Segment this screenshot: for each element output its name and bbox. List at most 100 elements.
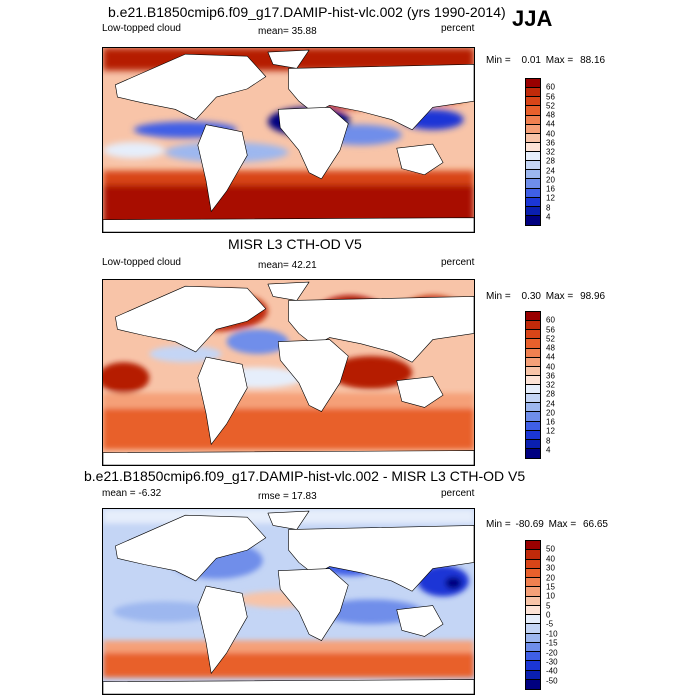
- colorbar-swatch: [526, 142, 540, 152]
- colorbar-swatch: [526, 88, 540, 98]
- panel3-rmse-label: rmse = 17.83: [258, 491, 317, 502]
- colorbar-swatch: [526, 394, 540, 404]
- season-label: JJA: [512, 6, 553, 31]
- australia-shape: [396, 143, 444, 176]
- panel2-title: MISR L3 CTH-OD V5: [228, 236, 362, 252]
- panel3-min-label: Min =: [486, 519, 511, 530]
- colorbar-swatch: [526, 179, 540, 189]
- colorbar-swatch: [526, 403, 540, 413]
- colorbar-tick-label: 52: [546, 101, 555, 111]
- colorbar-tick-label: -30: [546, 657, 558, 667]
- colorbar-swatch: [526, 448, 540, 458]
- panel1-units: percent: [441, 23, 475, 34]
- colorbar-swatch: [526, 633, 540, 643]
- colorbar-tick-label: 32: [546, 380, 555, 390]
- colorbar-swatch: [526, 321, 540, 331]
- colorbar-tick-label: 24: [546, 399, 555, 408]
- panel2-min-label: Min =: [486, 291, 511, 302]
- colorbar-swatch: [526, 430, 540, 440]
- panel2-units: percent: [441, 257, 475, 268]
- colorbar-tick-label: -40: [546, 666, 558, 676]
- colorbar-tick-label: -20: [546, 648, 558, 657]
- colorbar-swatch: [526, 348, 540, 358]
- colorbar-swatch: [526, 170, 540, 180]
- colorbar-tick-label: 28: [546, 156, 555, 166]
- colorbar-swatch: [526, 439, 540, 449]
- colorbar-tick-label: 8: [546, 203, 551, 212]
- colorbar-tick-label: 44: [546, 119, 555, 129]
- colorbar-swatch: [526, 587, 540, 597]
- colorbar-swatch: [526, 106, 540, 116]
- colorbar-tick-label: 20: [546, 175, 555, 185]
- colorbar-swatch: [526, 559, 540, 569]
- colorbar-swatch: [526, 330, 540, 340]
- colorbar-tick-label: 24: [546, 166, 555, 175]
- colorbar-swatch: [526, 568, 540, 578]
- colorbar-tick-label: -50: [546, 676, 558, 686]
- colorbar-tick-label: 56: [546, 92, 555, 101]
- colorbar-swatch: [526, 615, 540, 625]
- panel3-minmax: Min = -80.69 Max = 66.65: [486, 519, 608, 530]
- north-america-shape: [115, 53, 267, 120]
- colorbar-swatch: [526, 215, 540, 225]
- colorbar-tick-label: 52: [546, 334, 555, 344]
- australia-shape: [396, 605, 444, 637]
- colorbar-tick-label: 60: [546, 82, 555, 92]
- colorbar-tick-label: 15: [546, 582, 555, 592]
- colorbar-swatch: [526, 161, 540, 171]
- panel3-min-value: -80.69: [515, 519, 544, 530]
- colorbar-tick-label: 0: [546, 610, 551, 620]
- panel2-map: [102, 279, 475, 466]
- colorbar-tick-label: 12: [546, 426, 555, 436]
- colorbar-swatch: [526, 312, 540, 322]
- colorbar-swatch: [526, 605, 540, 615]
- colorbar-tick-label: 20: [546, 408, 555, 418]
- panel3-units: percent: [441, 488, 475, 499]
- panel1-max-value: 88.16: [580, 55, 606, 66]
- colorbar-swatch: [526, 97, 540, 107]
- panel1-mean-label: mean= 35.88: [258, 26, 317, 37]
- north-america-shape: [115, 285, 267, 353]
- panel1-max-label: Max =: [545, 55, 574, 66]
- panel3-colorbar: [525, 540, 541, 690]
- colorbar-tick-label: 56: [546, 325, 555, 334]
- panel1-title: b.e21.B1850cmip6.f09_g17.DAMIP-hist-vlc.…: [108, 4, 506, 20]
- panel1-min-label: Min =: [486, 55, 511, 66]
- colorbar-swatch: [526, 652, 540, 662]
- australia-shape: [396, 376, 444, 408]
- panel2-min-value: 0.30: [521, 291, 541, 302]
- panel3-title: b.e21.B1850cmip6.f09_g17.DAMIP-hist-vlc.…: [84, 468, 526, 484]
- colorbar-tick-label: 12: [546, 193, 555, 203]
- colorbar-swatch: [526, 578, 540, 588]
- panel1-map-svg: [103, 48, 474, 232]
- colorbar-swatch: [526, 679, 540, 689]
- colorbar-tick-label: 48: [546, 343, 555, 353]
- panel2-mean-label: mean= 42.21: [258, 260, 317, 271]
- colorbar-swatch: [526, 197, 540, 207]
- colorbar-swatch: [526, 550, 540, 560]
- africa-shape: [277, 568, 349, 641]
- colorbar-swatch: [526, 642, 540, 652]
- colorbar-swatch: [526, 206, 540, 216]
- panel2-minmax: Min = 0.30 Max = 98.96: [486, 291, 605, 302]
- panel1-left-label: Low-topped cloud: [102, 23, 181, 34]
- colorbar-swatch: [526, 661, 540, 671]
- panel3-map: [102, 508, 475, 695]
- colorbar-swatch: [526, 385, 540, 395]
- panel3-map-svg: [103, 509, 474, 694]
- panel3-max-value: 66.65: [582, 519, 608, 530]
- panel2-left-label: Low-topped cloud: [102, 257, 181, 268]
- colorbar-tick-label: -15: [546, 638, 558, 648]
- colorbar-tick-label: -10: [546, 629, 558, 639]
- antarctica-shape: [103, 217, 474, 232]
- colorbar-tick-label: 32: [546, 147, 555, 157]
- south-america-shape: [197, 356, 248, 445]
- panel2-colorbar: [525, 311, 541, 459]
- colorbar-tick-label: 16: [546, 184, 555, 194]
- colorbar-tick-label: 28: [546, 389, 555, 399]
- panel2-map-svg: [103, 280, 474, 465]
- colorbar-swatch: [526, 133, 540, 143]
- africa-shape: [277, 339, 349, 412]
- panel1-colorbar: [525, 78, 541, 226]
- colorbar-swatch: [526, 188, 540, 198]
